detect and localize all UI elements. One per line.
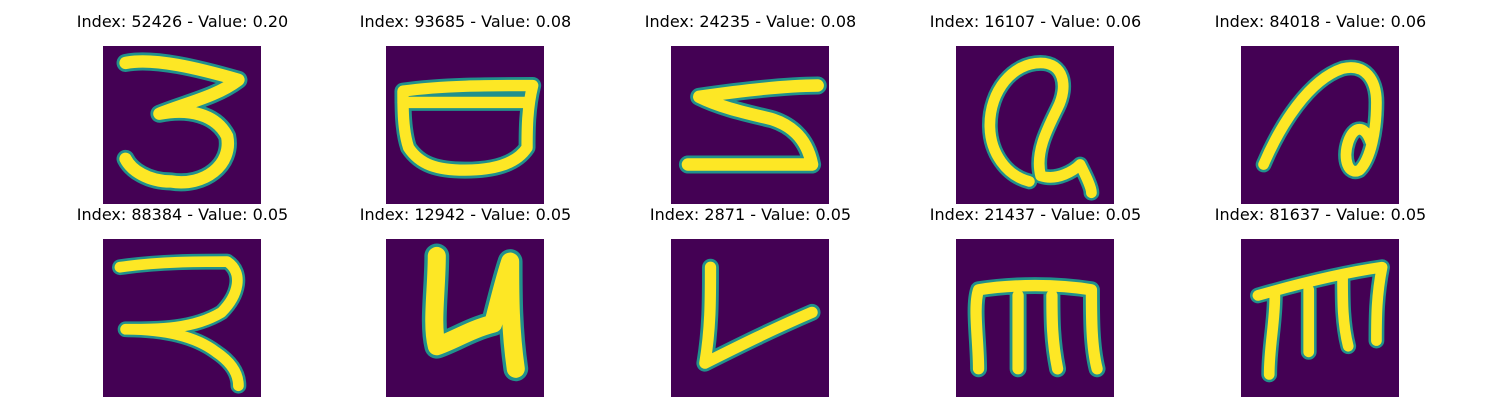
handwritten-glyph-image [671, 239, 829, 397]
handwritten-glyph-image [103, 46, 261, 204]
panel-title: Index: 52426 - Value: 0.20 [76, 12, 289, 31]
panel-title: Index: 93685 - Value: 0.08 [359, 12, 572, 31]
handwritten-glyph-image [671, 46, 829, 204]
panel-title: Index: 21437 - Value: 0.05 [929, 205, 1142, 224]
image-panel-8: Index: 2871 - Value: 0.05 [608, 205, 893, 397]
image-panel-3: Index: 24235 - Value: 0.08 [608, 12, 893, 204]
handwritten-glyph-image [386, 46, 544, 204]
panel-title: Index: 12942 - Value: 0.05 [359, 205, 572, 224]
handwritten-glyph-image [956, 239, 1114, 397]
handwritten-glyph-image [1241, 239, 1399, 397]
image-panel-10: Index: 81637 - Value: 0.05 [1178, 205, 1463, 397]
panel-title: Index: 2871 - Value: 0.05 [649, 205, 852, 224]
handwritten-glyph-image [103, 239, 261, 397]
image-panel-1: Index: 52426 - Value: 0.20 [40, 12, 325, 204]
panel-title: Index: 16107 - Value: 0.06 [929, 12, 1142, 31]
image-panel-7: Index: 12942 - Value: 0.05 [323, 205, 608, 397]
handwritten-glyph-image [956, 46, 1114, 204]
handwritten-glyph-image [386, 239, 544, 397]
panel-title: Index: 88384 - Value: 0.05 [76, 205, 289, 224]
image-panel-6: Index: 88384 - Value: 0.05 [40, 205, 325, 397]
image-panel-2: Index: 93685 - Value: 0.08 [323, 12, 608, 204]
panel-title: Index: 84018 - Value: 0.06 [1214, 12, 1427, 31]
panel-title: Index: 24235 - Value: 0.08 [644, 12, 857, 31]
handwritten-glyph-image [1241, 46, 1399, 204]
image-panel-5: Index: 84018 - Value: 0.06 [1178, 12, 1463, 204]
image-panel-9: Index: 21437 - Value: 0.05 [893, 205, 1178, 397]
image-panel-4: Index: 16107 - Value: 0.06 [893, 12, 1178, 204]
panel-title: Index: 81637 - Value: 0.05 [1214, 205, 1427, 224]
